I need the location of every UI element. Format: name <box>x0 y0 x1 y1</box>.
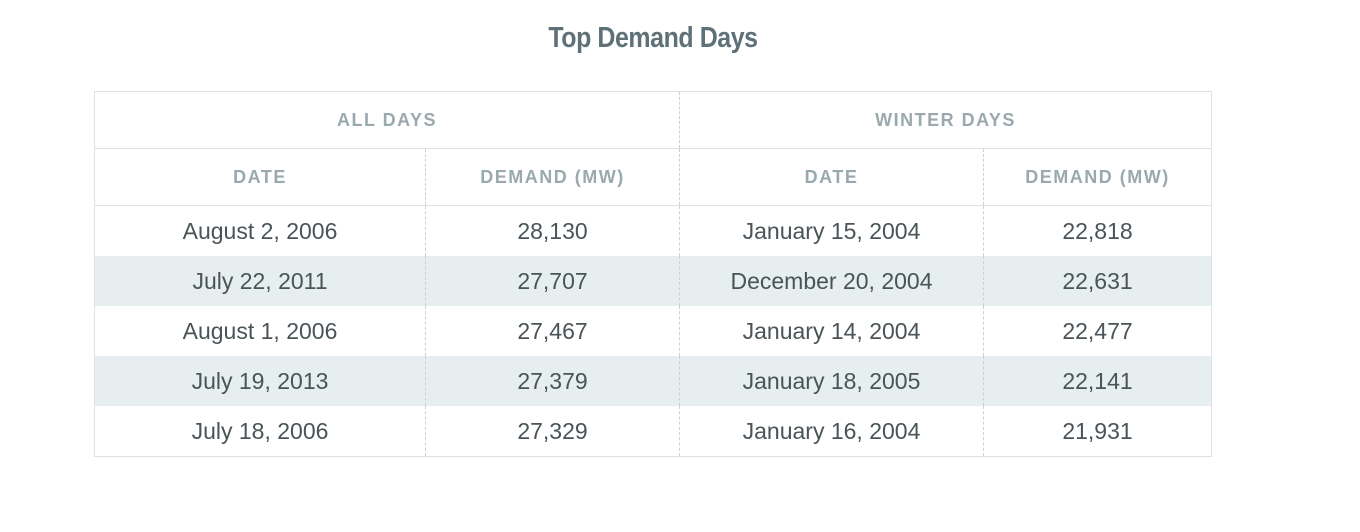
winter-date-cell: December 20, 2004 <box>679 256 984 306</box>
group-header-winter-days: WINTER DAYS <box>678 91 1212 149</box>
winter-demand-cell: 22,141 <box>982 356 1212 406</box>
all-date-cell: August 1, 2006 <box>182 317 338 344</box>
winter-date-cell: January 14, 2004 <box>679 306 984 356</box>
column-header-winter-date: DATE <box>679 148 984 206</box>
all-date-cell: August 2, 2006 <box>182 217 338 244</box>
all-date-cell: July 18, 2006 <box>191 417 329 444</box>
winter-date-cell: January 15, 2004 <box>679 205 984 256</box>
group-header-row: ALL DAYS WINTER DAYS <box>94 91 1212 149</box>
all-date-cell: July 19, 2013 <box>94 356 426 406</box>
column-header-winter-demand: DEMAND (MW) <box>982 148 1212 206</box>
table-row: August 2, 2006 28,130 January 15, 2004 2… <box>95 205 1212 256</box>
winter-demand-cell: 21,931 <box>982 406 1212 457</box>
table-row: July 22, 2011 27,707 December 20, 2004 2… <box>94 256 1212 306</box>
table-row: July 18, 2006 27,329 January 16, 2004 21… <box>95 406 1212 457</box>
all-demand-cell: 27,467 <box>425 306 680 356</box>
all-demand-cell: 28,130 <box>425 205 680 256</box>
winter-demand-cell: 22,818 <box>982 205 1212 256</box>
all-date-cell: July 22, 2011 <box>94 256 426 306</box>
page-title: Top Demand Days <box>548 22 758 54</box>
table-row: July 19, 2013 27,379 January 18, 2005 22… <box>94 356 1212 406</box>
column-header-row: DATE DEMAND (MW) DATE DEMAND (MW) <box>94 148 1212 206</box>
winter-date-cell: January 18, 2005 <box>679 356 984 406</box>
winter-demand-cell: 22,477 <box>982 306 1212 356</box>
all-demand-cell: 27,379 <box>425 356 680 406</box>
winter-date-cell: January 16, 2004 <box>679 406 984 457</box>
table-row: August 1, 2006 27,467 January 14, 2004 2… <box>95 306 1212 356</box>
all-demand-cell: 27,707 <box>425 256 680 306</box>
column-header-all-date: DATE <box>94 148 426 206</box>
winter-demand-cell: 22,631 <box>982 256 1212 306</box>
group-header-all-days: ALL DAYS <box>94 91 680 149</box>
column-header-all-demand: DEMAND (MW) <box>425 148 680 206</box>
demand-table: ALL DAYS WINTER DAYS DATE DEMAND (MW) DA… <box>94 91 1213 457</box>
all-demand-cell: 27,329 <box>425 406 680 457</box>
